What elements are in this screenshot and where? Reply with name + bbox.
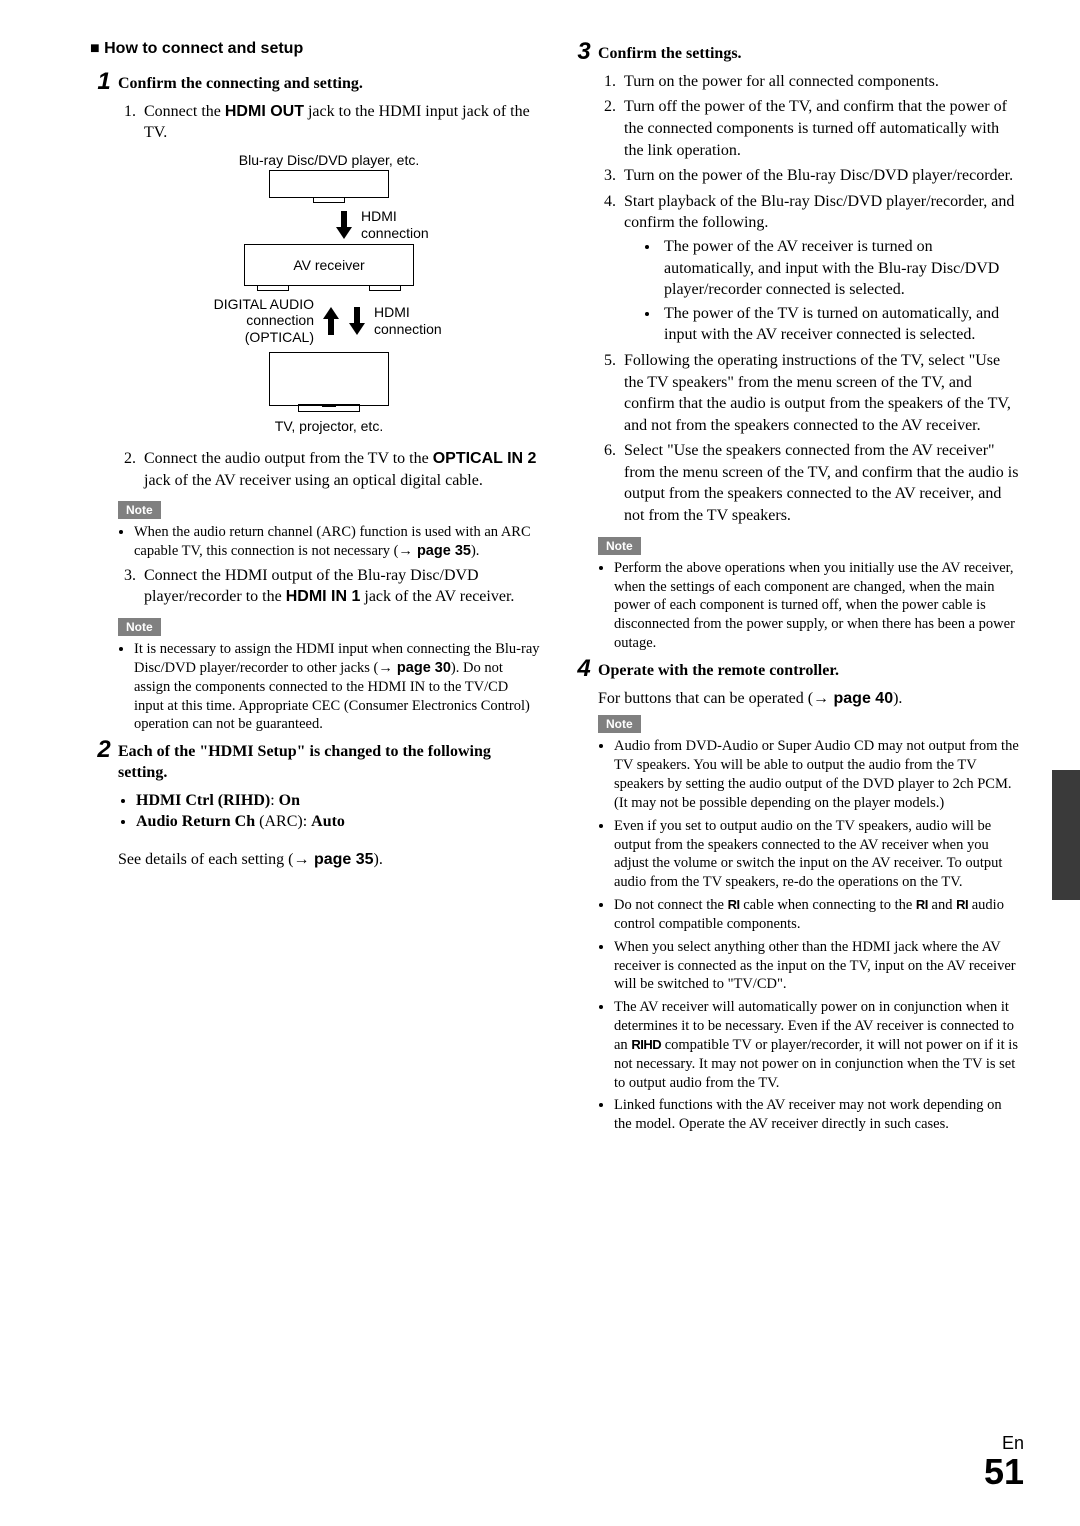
text: jack of the AV receiver using an optical…	[144, 472, 483, 489]
optical-in-label: OPTICAL IN 2	[433, 450, 537, 467]
diagram-player-label: Blu-ray Disc/DVD player, etc.	[118, 152, 540, 168]
page-footer: En 51	[984, 1433, 1024, 1490]
note-badge: Note	[598, 537, 641, 555]
text: Connect the	[144, 103, 225, 120]
step-1-list: Connect the HDMI OUT jack to the HDMI in…	[90, 101, 540, 144]
note-badge: Note	[598, 715, 641, 733]
diagram-tv-label: TV, projector, etc.	[118, 418, 540, 434]
diagram-hdmi-label: HDMI connection	[361, 208, 451, 242]
diagram-optical-label: DIGITAL AUDIO connection (OPTICAL)	[194, 296, 314, 346]
hdmi-out-label: HDMI OUT	[225, 103, 304, 120]
list-item: The power of the TV is turned on automat…	[660, 303, 1020, 346]
ri-icon: RI	[916, 897, 928, 912]
step-3-title: Confirm the settings.	[598, 40, 742, 65]
text: ).	[893, 690, 902, 707]
text: See details of each setting (	[118, 851, 294, 868]
step-3-list: Turn on the power for all connected comp…	[570, 71, 1020, 527]
note-text: Audio from DVD-Audio or Super Audio CD m…	[614, 737, 1020, 812]
connection-diagram: Blu-ray Disc/DVD player, etc. HDMI conne…	[118, 152, 540, 434]
footer-page-number: 51	[984, 1454, 1024, 1490]
diagram-player-box	[269, 170, 389, 198]
text: (ARC):	[255, 813, 311, 830]
hdmi-in-label: HDMI IN 1	[286, 588, 361, 605]
step-4-line: For buttons that can be operated (→ page…	[570, 688, 1020, 710]
list-item: Start playback of the Blu-ray Disc/DVD p…	[624, 193, 1014, 232]
setting-value: Auto	[311, 813, 345, 830]
ri-icon: RI	[728, 897, 740, 912]
setting-value: On	[279, 792, 300, 809]
arrow-up-icon	[325, 307, 337, 335]
step-4-title: Operate with the remote controller.	[598, 657, 839, 682]
page-ref: page 30	[397, 660, 451, 676]
text: compatible TV or player/recorder, it wil…	[614, 1037, 1018, 1091]
list-item: Turn off the power of the TV, and confir…	[620, 96, 1020, 161]
step-2-tail: See details of each setting (→ page 35).	[90, 849, 540, 871]
note-text: Linked functions with the AV receiver ma…	[614, 1096, 1020, 1134]
note-badge: Note	[118, 618, 161, 636]
step-number-2: 2	[90, 738, 118, 762]
text: For buttons that can be operated (	[598, 690, 813, 707]
note-list: It is necessary to assign the HDMI input…	[90, 640, 540, 734]
rihd-icon: RIHD	[631, 1037, 661, 1052]
text: cable when connecting to the	[740, 897, 916, 913]
page-ref: page 40	[834, 690, 894, 707]
setting-label: HDMI Ctrl (RIHD)	[136, 792, 270, 809]
step-number-3: 3	[570, 40, 598, 64]
note-list: Audio from DVD-Audio or Super Audio CD m…	[570, 737, 1020, 1134]
list-item: Following the operating instructions of …	[620, 350, 1020, 436]
list-item: Select "Use the speakers connected from …	[620, 440, 1020, 526]
ri-icon: RI	[956, 897, 968, 912]
note-text: Perform the above operations when you in…	[614, 559, 1020, 653]
step-1-title: Confirm the connecting and setting.	[118, 70, 363, 95]
diagram-receiver-label: AV receiver	[293, 257, 364, 273]
note-badge: Note	[118, 501, 161, 519]
list-item: Turn on the power for all connected comp…	[620, 71, 1020, 93]
text: Do not connect the	[614, 897, 728, 913]
page-ref: page 35	[417, 543, 471, 559]
arrow-down-icon	[338, 211, 350, 239]
section-heading: How to connect and setup	[90, 40, 540, 58]
text: ).	[471, 543, 479, 559]
note-list: Perform the above operations when you in…	[570, 559, 1020, 653]
diagram-tv-box	[269, 352, 389, 406]
step-number-4: 4	[570, 657, 598, 681]
list-item: Turn on the power of the Blu-ray Disc/DV…	[620, 165, 1020, 187]
step-1-list-cont2: Connect the HDMI output of the Blu-ray D…	[90, 565, 540, 608]
diagram-hdmi-label-2: HDMI connection	[374, 304, 464, 338]
step-number-1: 1	[90, 70, 118, 94]
note-list: When the audio return channel (ARC) func…	[90, 523, 540, 561]
arrow-down-icon	[351, 307, 363, 335]
step-1-list-cont: Connect the audio output from the TV to …	[90, 448, 540, 491]
text: jack of the AV receiver.	[360, 588, 514, 605]
note-text: Even if you set to output audio on the T…	[614, 817, 1020, 892]
note-text: When you select anything other than the …	[614, 938, 1020, 995]
step-2-settings: HDMI Ctrl (RIHD): On Audio Return Ch (AR…	[90, 790, 540, 833]
text: and	[928, 897, 956, 913]
page-ref: page 35	[314, 851, 374, 868]
diagram-receiver-box: AV receiver	[244, 244, 414, 286]
list-item: The power of the AV receiver is turned o…	[660, 236, 1020, 301]
text: ).	[374, 851, 383, 868]
side-tab	[1052, 770, 1080, 900]
text: Connect the audio output from the TV to …	[144, 450, 433, 467]
step-2-title: Each of the "HDMI Setup" is changed to t…	[118, 738, 540, 784]
setting-label: Audio Return Ch	[136, 813, 255, 830]
